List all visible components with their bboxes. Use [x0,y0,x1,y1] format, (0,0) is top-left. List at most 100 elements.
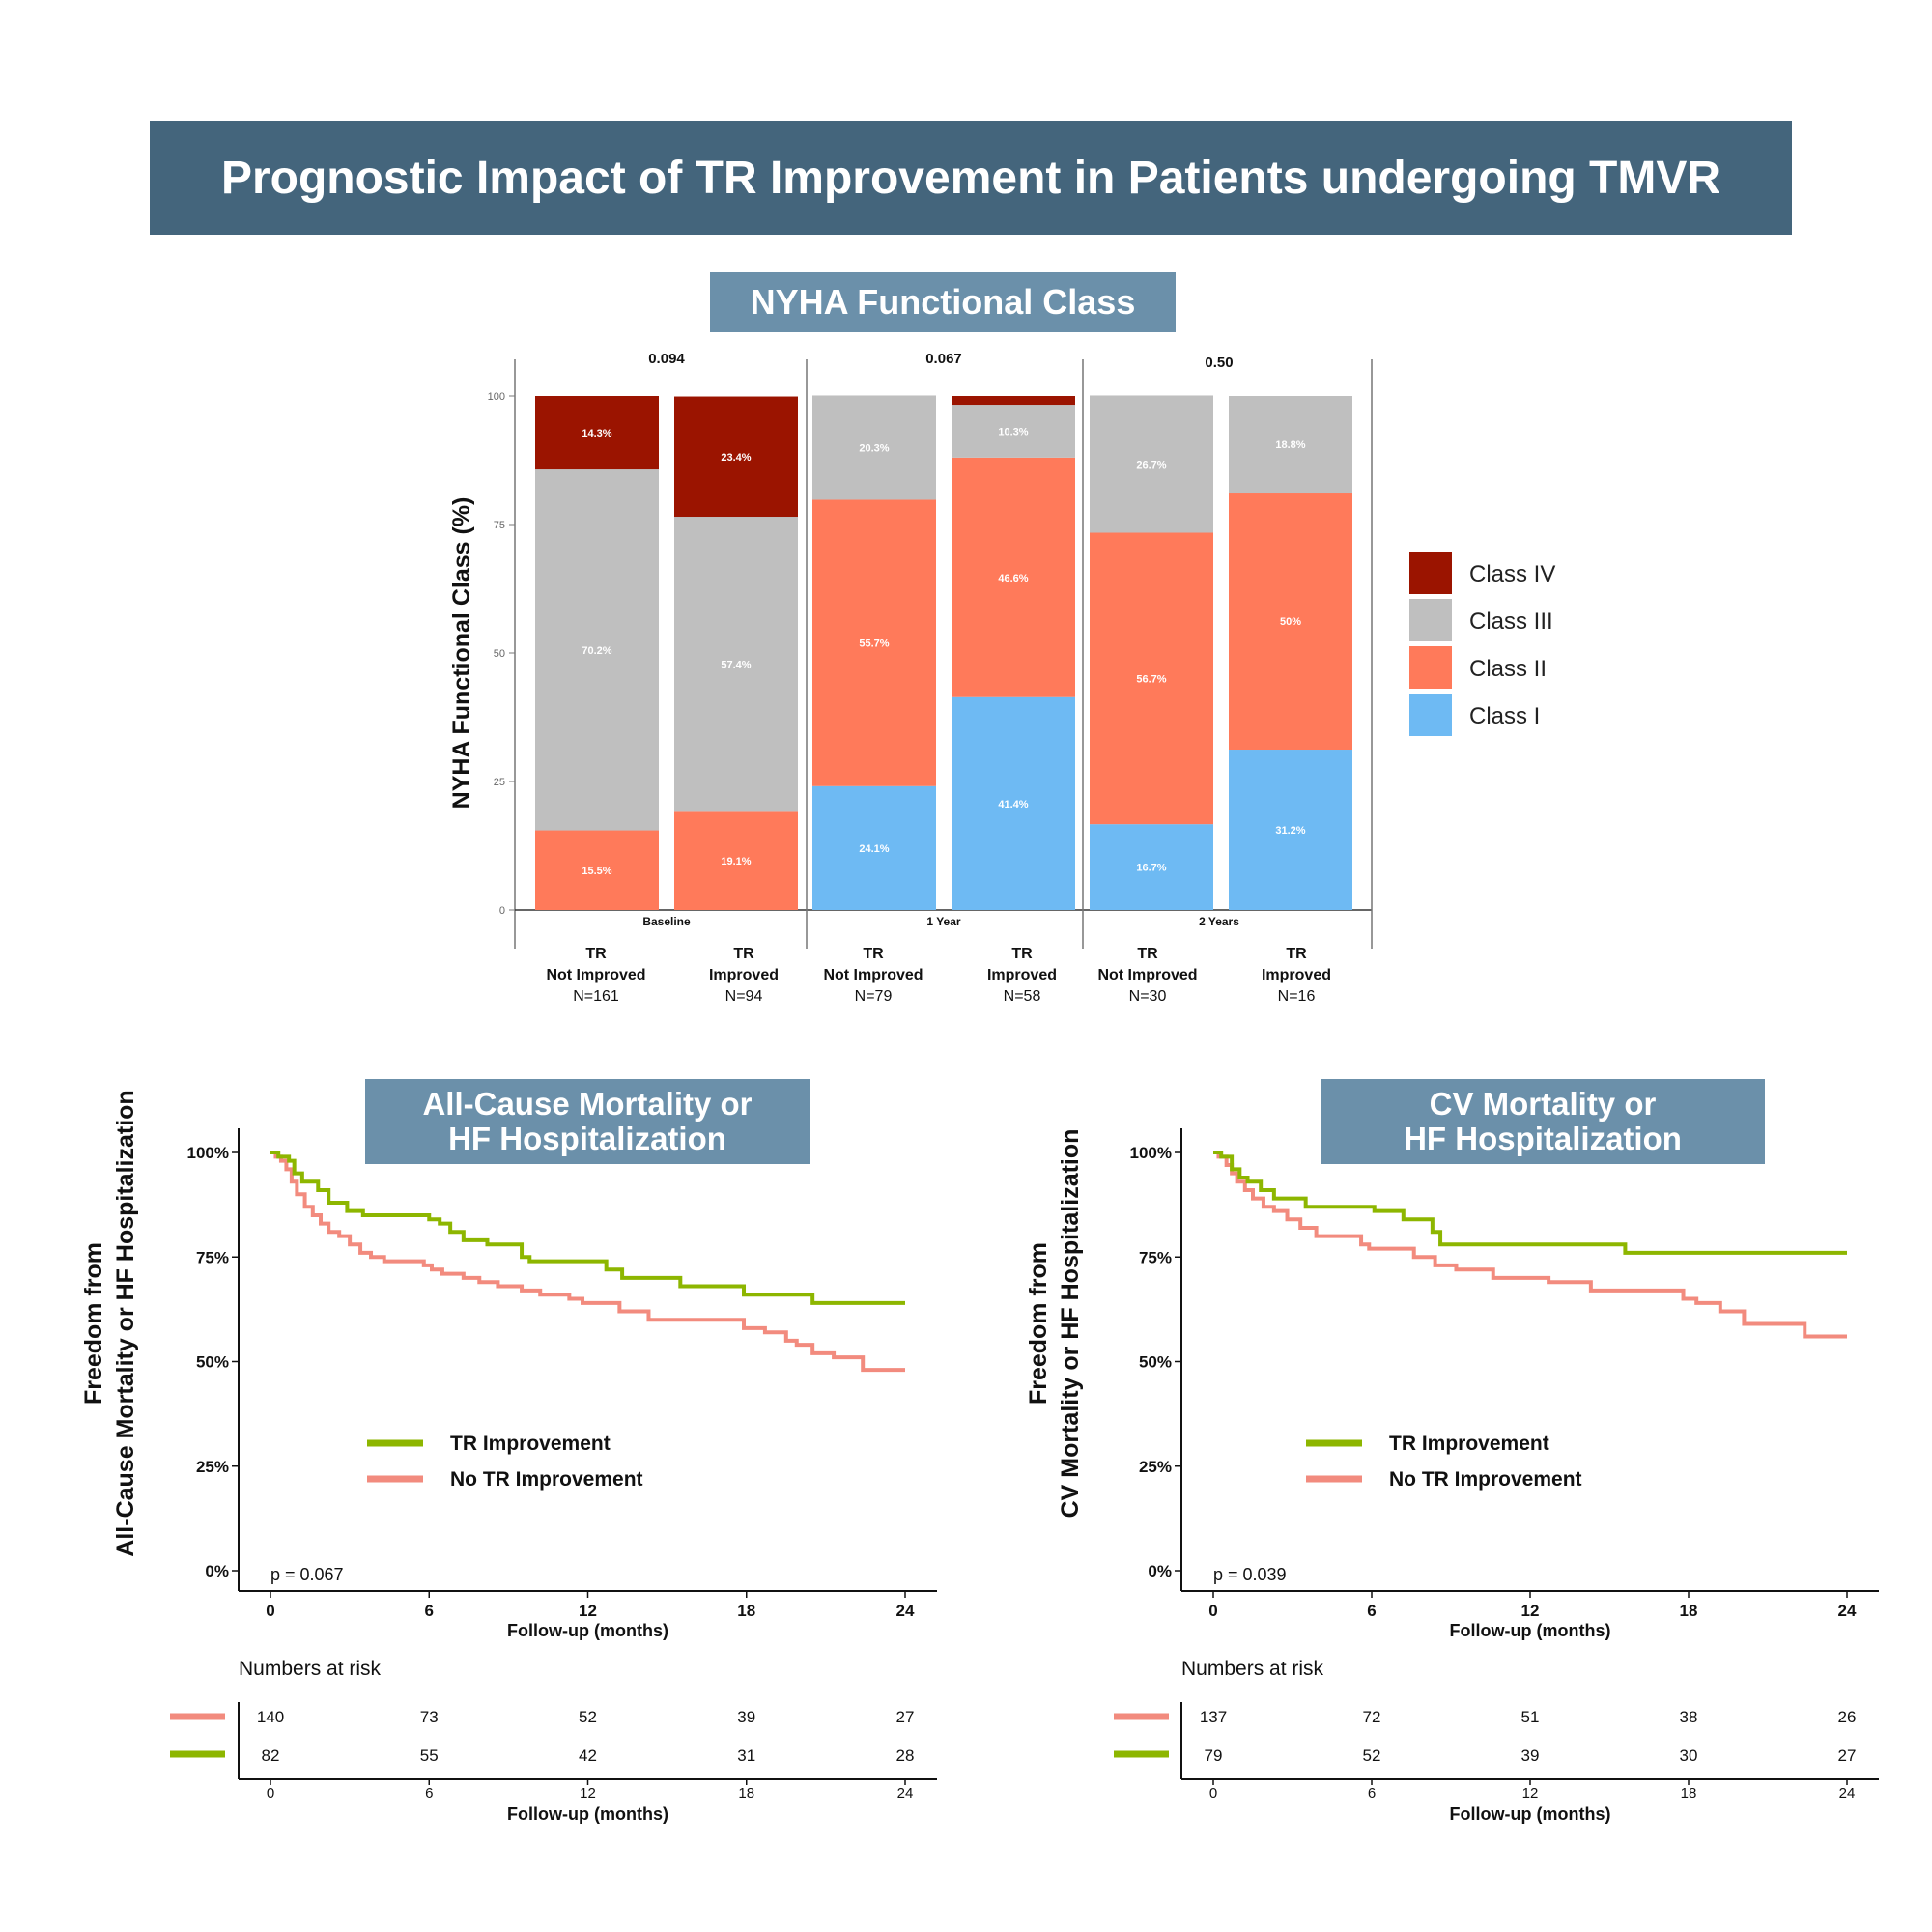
nyha-bar-category-line2: Not Improved [546,967,645,983]
km_left-risk-value-tr-improvement: 42 [579,1747,597,1765]
km_left-risk-value-no-tr-improvement: 52 [579,1708,597,1726]
nyha-bar-segment [1090,532,1213,825]
km-left-heading-box: All-Cause Mortality or HF Hospitalizatio… [365,1079,810,1164]
km_right-risk-value-tr-improvement: 30 [1680,1747,1698,1765]
nyha-bar-value-label: 14.3% [582,428,611,440]
km_right-risk-x-tick-label: 12 [1522,1785,1539,1802]
km_right-y-tick-label: 100% [1130,1144,1172,1162]
km_left-pvalue: p = 0.067 [270,1565,344,1584]
nyha-y-tick-label: 25 [494,777,505,788]
km_left-x-axis-label: Follow-up (months) [507,1621,668,1640]
nyha-bar-segment [674,517,798,812]
nyha-bar-segment [952,396,1075,406]
km_right-risk-x-tick-label: 0 [1209,1785,1217,1802]
nyha-bar-segment [535,396,659,470]
nyha-bar-category-line1: TR [1286,946,1307,962]
nyha-y-tick-label: 50 [494,648,505,660]
km_right-risk-x-tick-label: 24 [1839,1785,1856,1802]
km_right-x-tick-label: 24 [1838,1602,1857,1620]
km_left-x-tick-label: 24 [896,1602,915,1620]
km_right-legend-label-tr-improvement: TR Improvement [1389,1433,1549,1455]
km_right-risk-value-no-tr-improvement: 72 [1363,1708,1381,1726]
km_left-legend-label-no-tr-improvement: No TR Improvement [450,1468,643,1491]
km_left-risk-x-tick-label: 12 [580,1785,596,1802]
nyha-bar-value-label: 15.5% [582,866,611,877]
km_left-risk-value-tr-improvement: 28 [896,1747,915,1765]
nyha-bar-segment [952,696,1075,910]
km_left-x-tick-label: 6 [425,1602,434,1620]
km_left-risk-x-tick-label: 0 [267,1785,274,1802]
nyha-legend-swatch [1409,694,1452,736]
nyha-heading: NYHA Functional Class [750,282,1136,323]
nyha-bar-category-line2: Not Improved [823,967,923,983]
nyha-bar-value-label: 50% [1280,616,1301,628]
nyha-y-axis-label: NYHA Functional Class (%) [448,497,475,810]
nyha-bar-category-line1: TR [1137,946,1158,962]
nyha-bar-value-label: 18.8% [1275,440,1305,451]
km_left-y-tick-label: 25% [196,1458,229,1476]
nyha-heading-box: NYHA Functional Class [710,272,1176,332]
nyha-bar-category-n: N=79 [855,988,893,1005]
km_left-y-axis-label-line2: All-Cause Mortality or HF Hospitalizatio… [112,1090,139,1556]
nyha-bar-value-label: 31.2% [1275,825,1305,837]
km_right-y-axis-label-line1: Freedom from [1025,1242,1052,1405]
nyha-bar-segment [535,469,659,831]
nyha-bar-category-n: N=58 [1004,988,1041,1005]
nyha-bar-value-label: 20.3% [859,442,889,454]
nyha-bar-segment [535,830,659,910]
km_left-curve-tr-improvement [270,1151,905,1305]
km_right-legend-label-no-tr-improvement: No TR Improvement [1389,1468,1582,1491]
km_right-x-tick-label: 18 [1680,1602,1698,1620]
nyha-y-tick-label: 100 [488,391,505,403]
nyha-bar-value-label: 41.4% [998,799,1028,810]
km_left-curve-no-tr-improvement [270,1151,905,1373]
km_right-y-tick-label: 0% [1148,1562,1172,1580]
km_left-risk-x-tick-label: 6 [425,1785,433,1802]
km_right-risk-x-tick-label: 18 [1681,1785,1697,1802]
nyha-group-period-label: Baseline [642,915,691,928]
km_left-risk-value-tr-improvement: 55 [420,1747,439,1765]
km_left-risk-x-axis-label: Follow-up (months) [507,1804,668,1824]
km-right-heading-line2: HF Hospitalization [1404,1121,1682,1156]
nyha-legend-label: Class IV [1469,561,1555,587]
nyha-group-pvalue: 0.50 [1205,355,1233,371]
nyha-bar-value-label: 10.3% [998,426,1028,438]
page-title-banner: Prognostic Impact of TR Improvement in P… [150,121,1792,235]
km-right-heading-box: CV Mortality or HF Hospitalization [1321,1079,1765,1164]
km_left-risk-value-tr-improvement: 31 [737,1747,755,1765]
nyha-bar-segment [952,405,1075,458]
nyha-bar-value-label: 23.4% [721,452,751,464]
km_right-curve-tr-improvement [1213,1151,1847,1255]
nyha-bar-segment [674,396,798,518]
km_left-y-axis-label-line1: Freedom from [80,1242,107,1405]
nyha-bar-segment [812,499,936,786]
nyha-legend-swatch [1409,552,1452,594]
km_left-x-tick-label: 0 [266,1602,274,1620]
nyha-bar-category-n: N=161 [573,988,619,1005]
nyha-bar-value-label: 57.4% [721,660,751,671]
nyha-bar-value-label: 55.7% [859,639,889,650]
km-left-heading-line1: All-Cause Mortality or [422,1085,753,1122]
nyha-bar-category-line2: Improved [709,967,779,983]
km_right-risk-value-tr-improvement: 27 [1838,1747,1857,1765]
km_left-legend-label-tr-improvement: TR Improvement [450,1433,611,1455]
nyha-legend-label: Class I [1469,703,1540,729]
km_left-risk-value-tr-improvement: 82 [262,1747,280,1765]
nyha-bar-category-line1: TR [863,946,884,962]
nyha-bar-category-n: N=94 [725,988,763,1005]
nyha-bar-value-label: 19.1% [721,856,751,867]
nyha-bar-value-label: 46.6% [998,573,1028,584]
nyha-bar-value-label: 26.7% [1136,459,1166,470]
nyha-legend-label: Class III [1469,609,1553,635]
nyha-bar-category-line1: TR [733,946,754,962]
nyha-bar-segment [1229,396,1352,494]
nyha-bar-segment [1090,395,1213,533]
km_right-x-axis-label: Follow-up (months) [1450,1621,1611,1640]
km_right-risk-value-tr-improvement: 52 [1363,1747,1381,1765]
km_right-risk-value-tr-improvement: 39 [1521,1747,1540,1765]
nyha-group-period-label: 2 Years [1199,915,1239,928]
nyha-bar-segment [1229,750,1352,910]
km_right-pvalue: p = 0.039 [1213,1565,1287,1584]
km_left-risk-x-tick-label: 24 [897,1785,914,1802]
km_right-y-axis-label-line2: CV Mortality or HF Hospitalization [1057,1129,1084,1519]
